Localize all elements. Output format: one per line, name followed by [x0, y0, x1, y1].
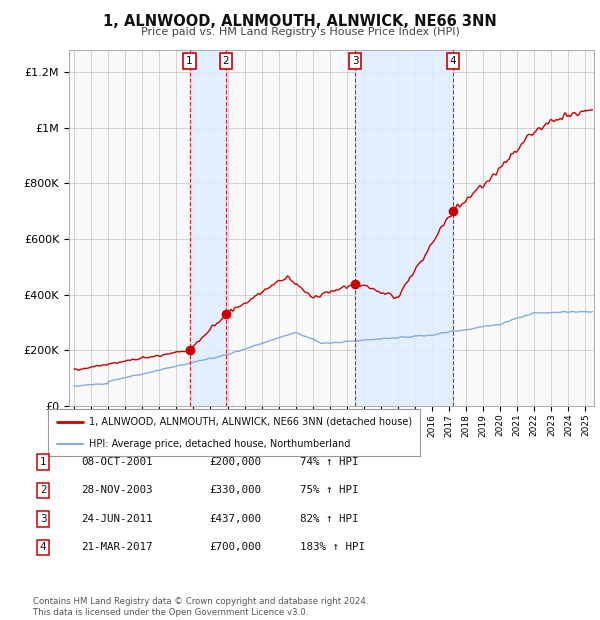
- Text: 1, ALNWOOD, ALNMOUTH, ALNWICK, NE66 3NN (detached house): 1, ALNWOOD, ALNMOUTH, ALNWICK, NE66 3NN …: [89, 417, 412, 427]
- Text: 82% ↑ HPI: 82% ↑ HPI: [300, 514, 359, 524]
- Text: 1: 1: [186, 56, 193, 66]
- Text: 2: 2: [40, 485, 47, 495]
- Text: 74% ↑ HPI: 74% ↑ HPI: [300, 457, 359, 467]
- Text: HPI: Average price, detached house, Northumberland: HPI: Average price, detached house, Nort…: [89, 439, 350, 449]
- Text: 1: 1: [40, 457, 47, 467]
- Text: 08-OCT-2001: 08-OCT-2001: [81, 457, 152, 467]
- Text: 2: 2: [223, 56, 229, 66]
- Bar: [355, 50, 453, 406]
- Text: Contains HM Land Registry data © Crown copyright and database right 2024.
This d: Contains HM Land Registry data © Crown c…: [33, 598, 368, 617]
- Text: 28-NOV-2003: 28-NOV-2003: [81, 485, 152, 495]
- Text: 21-MAR-2017: 21-MAR-2017: [81, 542, 152, 552]
- Text: Price paid vs. HM Land Registry's House Price Index (HPI): Price paid vs. HM Land Registry's House …: [140, 27, 460, 37]
- Bar: [190, 50, 226, 406]
- Text: 3: 3: [352, 56, 358, 66]
- Text: £437,000: £437,000: [209, 514, 261, 524]
- Text: 4: 4: [40, 542, 47, 552]
- Text: 4: 4: [449, 56, 456, 66]
- Text: £700,000: £700,000: [209, 542, 261, 552]
- Text: 183% ↑ HPI: 183% ↑ HPI: [300, 542, 365, 552]
- Text: 1, ALNWOOD, ALNMOUTH, ALNWICK, NE66 3NN: 1, ALNWOOD, ALNMOUTH, ALNWICK, NE66 3NN: [103, 14, 497, 29]
- Text: £200,000: £200,000: [209, 457, 261, 467]
- Text: 3: 3: [40, 514, 47, 524]
- Text: 24-JUN-2011: 24-JUN-2011: [81, 514, 152, 524]
- Text: £330,000: £330,000: [209, 485, 261, 495]
- Text: 75% ↑ HPI: 75% ↑ HPI: [300, 485, 359, 495]
